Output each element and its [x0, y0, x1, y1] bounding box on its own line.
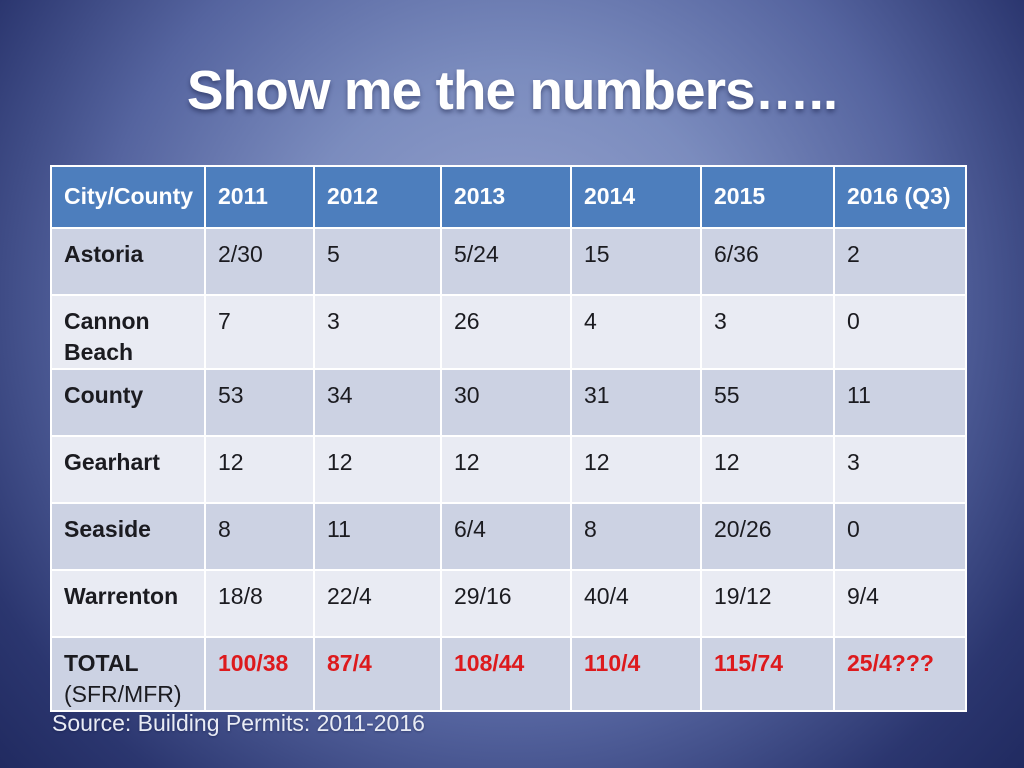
table-row-cannon-beach: Cannon Beach 7 3 26 4 3 0	[50, 294, 967, 370]
table-body: Astoria 2/30 5 5/24 15 6/36 2 Cannon Beach 7 3 26 4…	[50, 227, 967, 712]
cell-cannon-beach-2011: 7	[204, 294, 315, 370]
cell-seaside-2016-q3: 0	[833, 502, 967, 571]
cell-astoria-2014: 15	[570, 227, 702, 296]
cell-astoria-2016-q3: 2	[833, 227, 967, 296]
slide-title: Show me the numbers…..	[186, 59, 838, 121]
cell-warrenton-2016-q3: 9/4	[833, 569, 967, 638]
cell-total-2014: 110/4	[570, 636, 702, 712]
cell-astoria-2012: 5	[313, 227, 442, 296]
row-label: Seaside	[64, 516, 151, 542]
cell-total-2012: 87/4	[313, 636, 442, 712]
source-caption: Source: Building Permits: 2011-2016	[52, 710, 425, 736]
row-label: TOTAL	[64, 650, 139, 676]
cell-cannon-beach-2015: 3	[700, 294, 835, 370]
column-header-2013: 2013	[440, 165, 572, 229]
row-sublabel: (SFR/MFR)	[64, 681, 182, 707]
cell-gearhart-2013: 12	[440, 435, 572, 504]
column-header-2012: 2012	[313, 165, 442, 229]
row-header-county: County	[50, 368, 206, 437]
cell-county-2012: 34	[313, 368, 442, 437]
cell-county-2011: 53	[204, 368, 315, 437]
cell-county-2016-q3: 11	[833, 368, 967, 437]
cell-warrenton-2012: 22/4	[313, 569, 442, 638]
column-header-2016-q3: 2016 (Q3)	[833, 165, 967, 229]
cell-county-2015: 55	[700, 368, 835, 437]
cell-cannon-beach-2013: 26	[440, 294, 572, 370]
table-header-row: City/County 2011 2012 2013 2014 2015 2016 (Q3)	[50, 165, 967, 229]
cell-warrenton-2013: 29/16	[440, 569, 572, 638]
cell-total-2011: 100/38	[204, 636, 315, 712]
cell-seaside-2011: 8	[204, 502, 315, 571]
row-label: Astoria	[64, 241, 144, 267]
cell-gearhart-2015: 12	[700, 435, 835, 504]
row-header-astoria: Astoria	[50, 227, 206, 296]
cell-seaside-2013: 6/4	[440, 502, 572, 571]
row-label: Gearhart	[64, 449, 160, 475]
column-header-city-county: City/County	[50, 165, 206, 229]
table-row-warrenton: Warrenton 18/8 22/4 29/16 40/4 19/12 9/4	[50, 569, 967, 638]
cell-total-2016-q3: 25/4???	[833, 636, 967, 712]
row-header-cannon-beach: Cannon Beach	[50, 294, 206, 370]
cell-cannon-beach-2016-q3: 0	[833, 294, 967, 370]
building-permits-table: City/County 2011 2012 2013 2014 2015 2016 (Q3)…	[50, 165, 967, 712]
cell-total-2015: 115/74	[700, 636, 835, 712]
cell-astoria-2015: 6/36	[700, 227, 835, 296]
cell-seaside-2014: 8	[570, 502, 702, 571]
table-row-county: County 53 34 30 31 55 11	[50, 368, 967, 437]
cell-total-2013: 108/44	[440, 636, 572, 712]
column-header-2014: 2014	[570, 165, 702, 229]
cell-gearhart-2016-q3: 3	[833, 435, 967, 504]
cell-warrenton-2011: 18/8	[204, 569, 315, 638]
column-header-2011: 2011	[204, 165, 315, 229]
cell-gearhart-2012: 12	[313, 435, 442, 504]
row-header-total: TOTAL (SFR/MFR)	[50, 636, 206, 712]
cell-warrenton-2015: 19/12	[700, 569, 835, 638]
row-header-warrenton: Warrenton	[50, 569, 206, 638]
cell-seaside-2015: 20/26	[700, 502, 835, 571]
cell-county-2014: 31	[570, 368, 702, 437]
row-header-seaside: Seaside	[50, 502, 206, 571]
cell-warrenton-2014: 40/4	[570, 569, 702, 638]
row-label: Warrenton	[64, 583, 179, 609]
cell-astoria-2013: 5/24	[440, 227, 572, 296]
cell-gearhart-2011: 12	[204, 435, 315, 504]
table-row-total: TOTAL (SFR/MFR) 100/38 87/4 108/44 110/4 115/7…	[50, 636, 967, 712]
column-header-2015: 2015	[700, 165, 835, 229]
cell-gearhart-2014: 12	[570, 435, 702, 504]
row-label: Cannon Beach	[64, 308, 150, 365]
cell-county-2013: 30	[440, 368, 572, 437]
table-row-gearhart: Gearhart 12 12 12 12 12 3	[50, 435, 967, 504]
cell-seaside-2012: 11	[313, 502, 442, 571]
row-label: County	[64, 382, 144, 408]
table-row-seaside: Seaside 8 11 6/4 8 20/26 0	[50, 502, 967, 571]
cell-cannon-beach-2014: 4	[570, 294, 702, 370]
row-header-gearhart: Gearhart	[50, 435, 206, 504]
cell-astoria-2011: 2/30	[204, 227, 315, 296]
cell-cannon-beach-2012: 3	[313, 294, 442, 370]
table-row-astoria: Astoria 2/30 5 5/24 15 6/36 2	[50, 227, 967, 296]
